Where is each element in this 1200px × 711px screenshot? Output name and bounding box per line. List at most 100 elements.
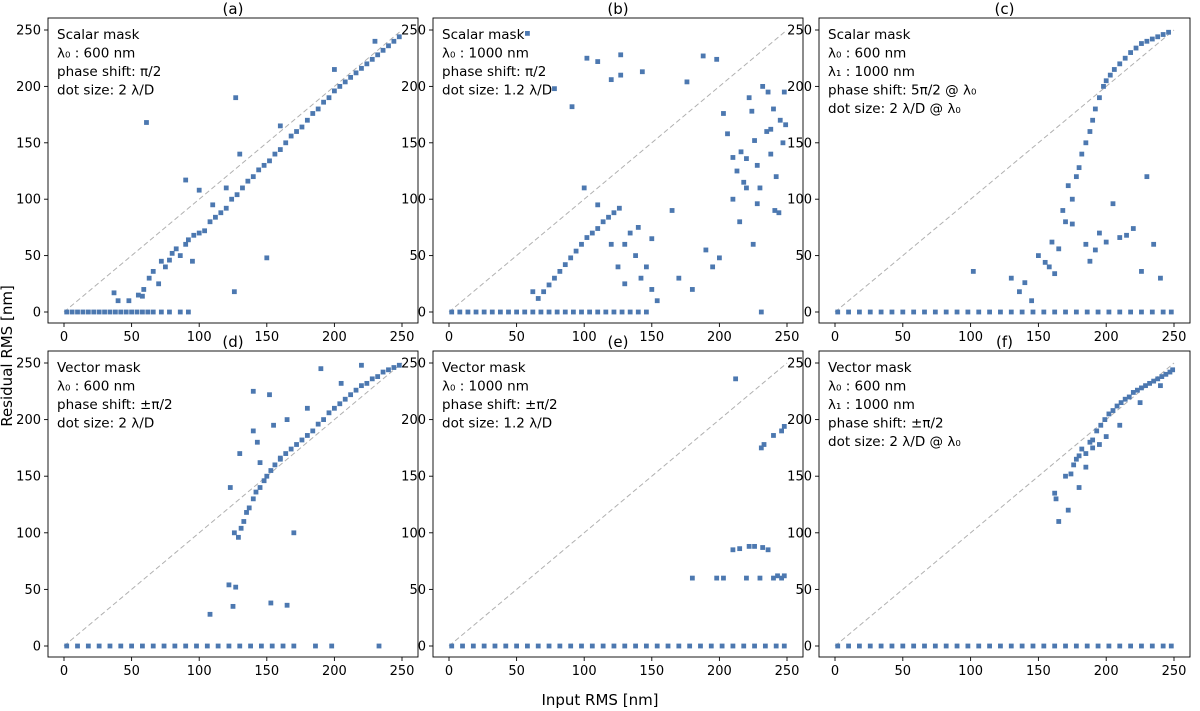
data-point: [1090, 117, 1096, 123]
data-point: [140, 309, 145, 315]
data-point: [359, 383, 364, 389]
data-point: [579, 241, 584, 247]
data-point: [1052, 271, 1058, 277]
data-point: [714, 575, 720, 581]
data-point: [190, 258, 195, 264]
data-point: [627, 309, 633, 315]
data-point: [846, 309, 851, 315]
data-point: [932, 309, 938, 315]
data-point: [253, 489, 259, 495]
data-point: [835, 643, 841, 649]
data-point: [721, 575, 726, 581]
data-point: [1030, 643, 1036, 649]
data-point: [965, 309, 971, 315]
data-point: [654, 298, 660, 304]
data-point: [177, 253, 183, 258]
data-point: [1076, 485, 1082, 490]
y-axis-label: Residual RMS [nm]: [0, 285, 16, 427]
data-point: [75, 309, 80, 315]
data-point: [145, 309, 151, 315]
data-point: [1144, 174, 1150, 180]
data-point: [1069, 221, 1075, 227]
data-point: [280, 643, 286, 649]
data-point: [552, 86, 557, 92]
data-point: [1029, 298, 1035, 304]
data-point: [595, 309, 601, 315]
data-point: [1041, 309, 1047, 315]
data-point: [102, 309, 107, 315]
data-point: [773, 174, 779, 180]
data-point: [167, 257, 172, 263]
data-point: [250, 174, 256, 180]
x-tick-label: 100: [958, 664, 983, 679]
data-point: [987, 643, 992, 649]
data-point: [900, 309, 906, 315]
data-point: [1117, 235, 1123, 240]
data-point: [1097, 95, 1102, 101]
data-point: [315, 421, 321, 427]
data-point: [622, 241, 628, 247]
scatter-points: [449, 376, 787, 649]
data-point: [611, 309, 617, 315]
data-point: [134, 309, 140, 315]
data-point: [530, 309, 536, 315]
data-point: [846, 643, 851, 649]
data-point: [254, 439, 260, 445]
data-point: [85, 309, 91, 315]
data-point: [633, 643, 638, 649]
data-point: [744, 185, 749, 191]
data-point: [1103, 239, 1109, 245]
data-point: [1167, 369, 1173, 375]
y-tick-label: 0: [33, 640, 41, 655]
data-point: [589, 643, 595, 649]
x-tick-label: 0: [831, 664, 839, 679]
x-tick-label: 150: [639, 330, 664, 345]
data-point: [1046, 264, 1052, 270]
data-point: [75, 643, 80, 649]
data-point: [326, 410, 332, 416]
data-point: [772, 208, 778, 213]
data-point: [1084, 309, 1090, 315]
y-tick-label: 250: [787, 357, 812, 372]
panel-d: (d) 0 50 100 150 200 250 0 50 100 150 200 250 Vector …: [16, 333, 419, 679]
data-point: [141, 287, 147, 292]
data-point: [150, 309, 156, 315]
data-point: [126, 298, 132, 304]
data-point: [643, 309, 649, 315]
data-point: [757, 185, 763, 191]
data-point: [250, 388, 256, 394]
data-point: [380, 47, 386, 53]
data-point: [771, 575, 776, 581]
data-point: [1073, 456, 1079, 462]
data-point: [135, 292, 141, 298]
data-point: [943, 309, 949, 315]
data-point: [1094, 428, 1100, 434]
data-point: [207, 219, 213, 225]
panel-c: (c) 0 50 100 150 200 250 0 50 100 150 200 250 Scalar …: [787, 0, 1191, 345]
data-point: [245, 178, 251, 184]
data-point: [1106, 643, 1112, 649]
data-point: [676, 275, 682, 281]
data-point: [687, 643, 693, 649]
panel-a: (a) 0 50 100 150 200 250 0 50 100 150 200 250 Scalar …: [16, 0, 419, 345]
data-point: [710, 264, 716, 270]
data-point: [771, 433, 776, 438]
data-point: [1130, 390, 1136, 395]
data-point: [348, 392, 354, 398]
data-point: [569, 104, 575, 110]
data-point: [1106, 411, 1112, 417]
data-point: [700, 53, 706, 59]
data-point: [752, 543, 757, 549]
y-tick-label: 100: [787, 193, 812, 208]
data-point: [1087, 258, 1093, 264]
annotation-line: Scalar mask: [57, 27, 140, 43]
data-point: [196, 187, 202, 193]
data-point: [1158, 275, 1163, 281]
plot-frame: [818, 17, 1191, 324]
data-point: [229, 196, 235, 202]
data-point: [741, 643, 747, 649]
data-point: [237, 643, 243, 649]
data-point: [1073, 174, 1079, 180]
data-point: [1008, 275, 1014, 281]
data-point: [1065, 507, 1071, 513]
